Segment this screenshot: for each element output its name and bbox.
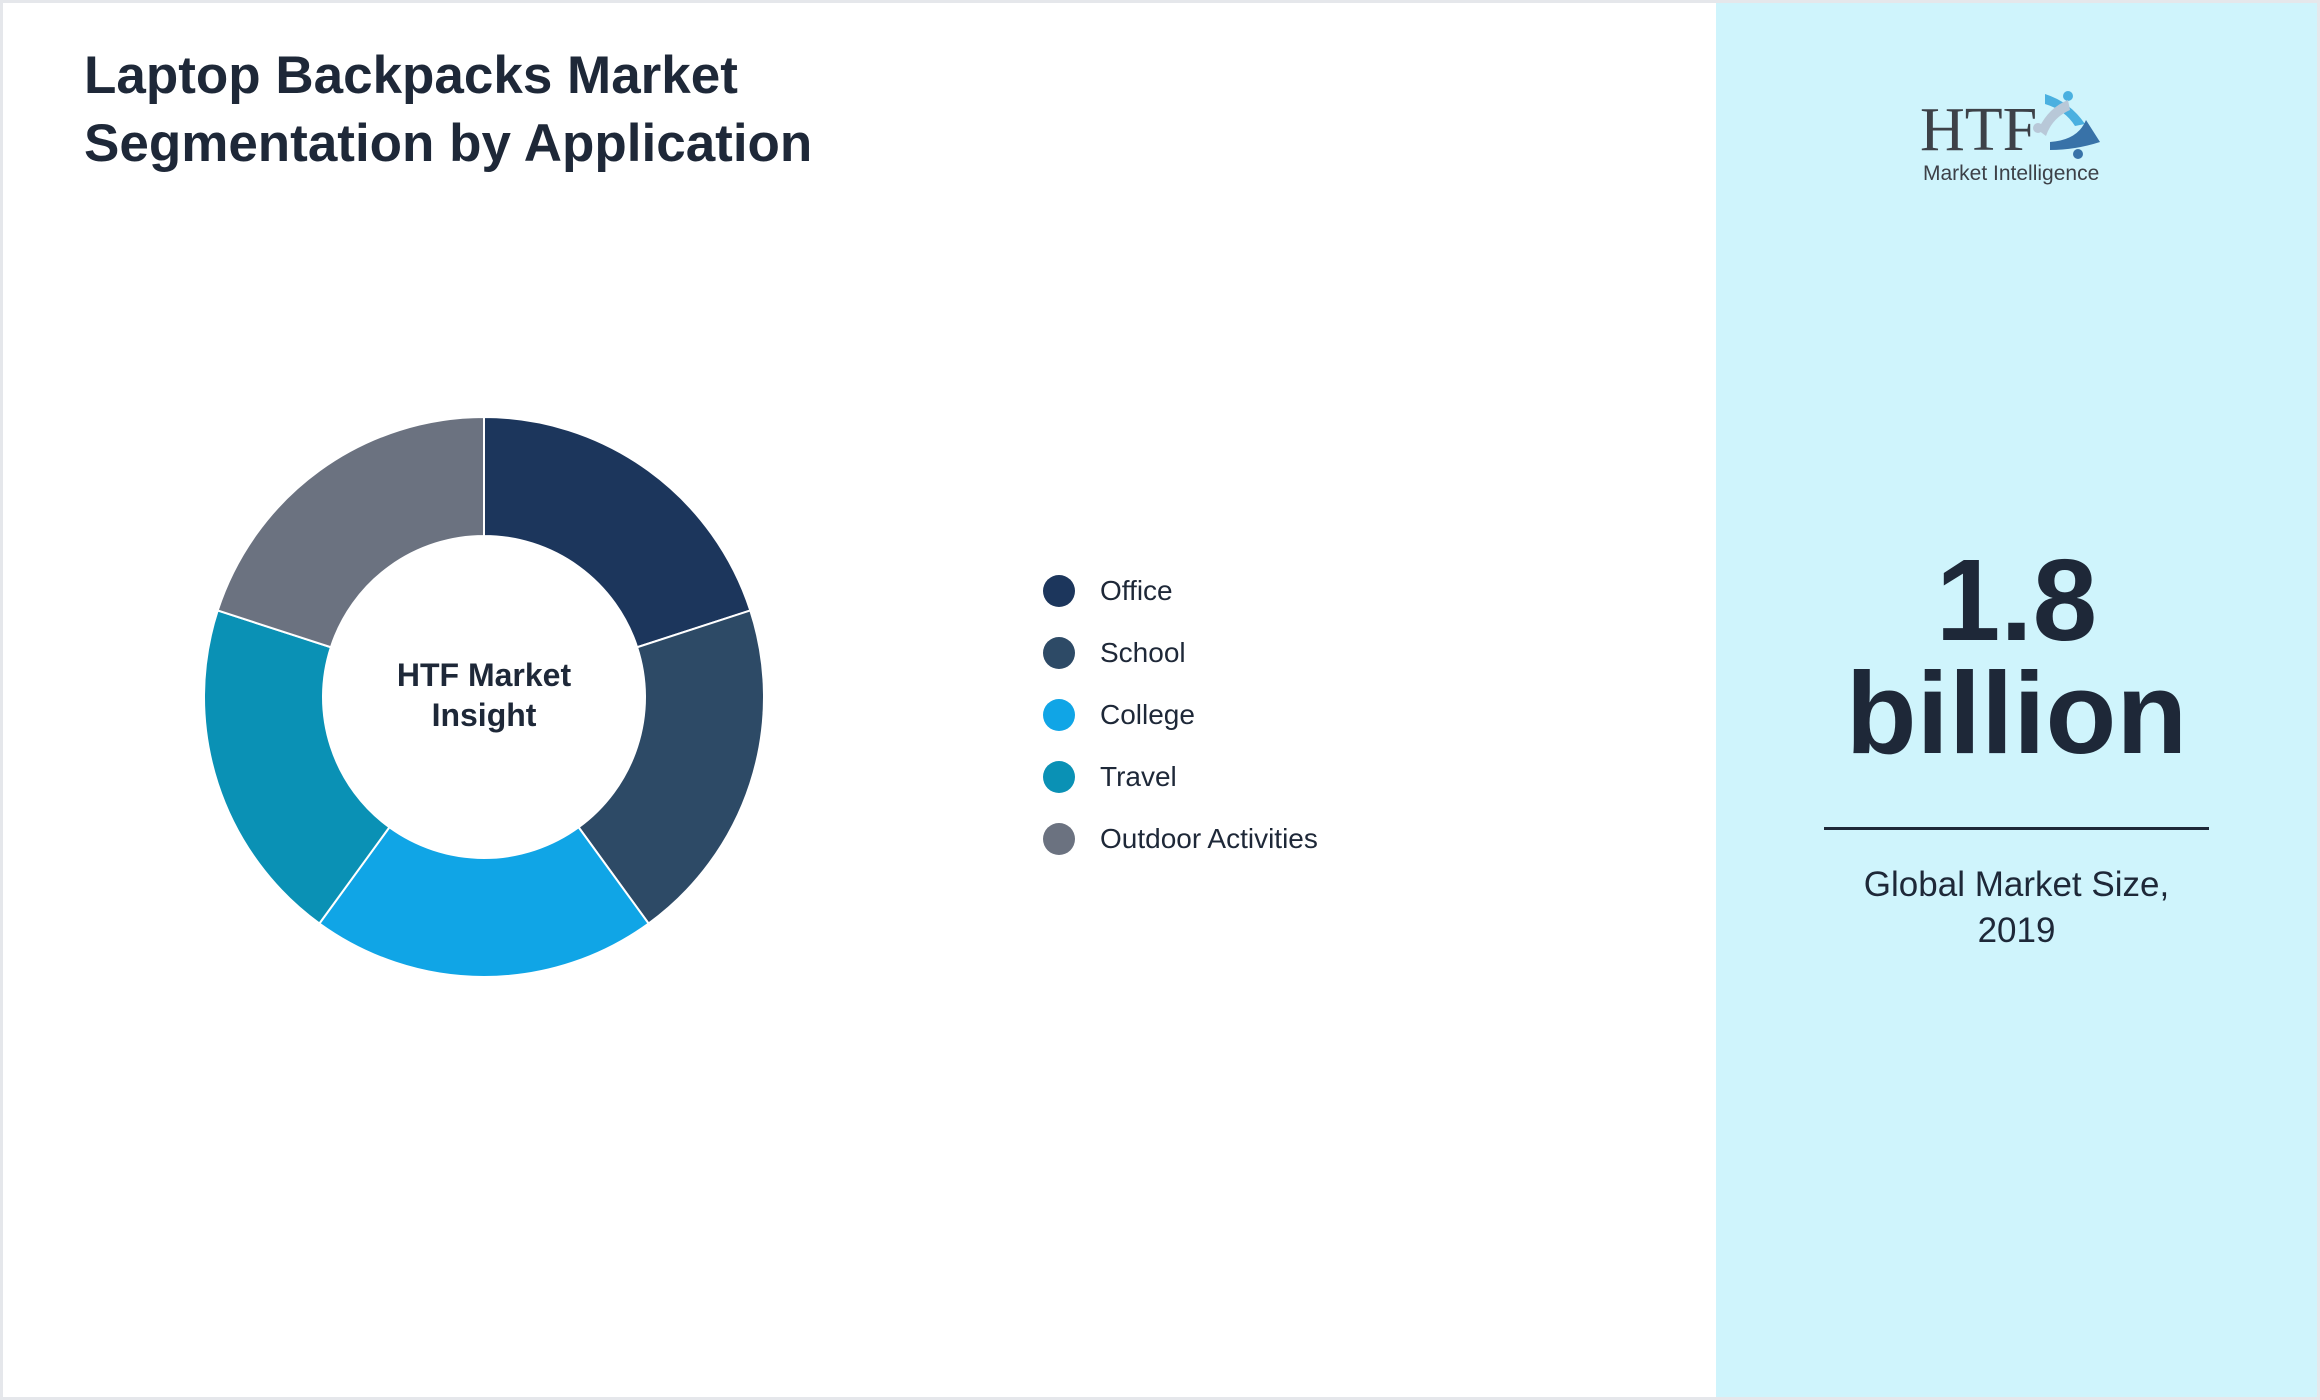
legend-item-college: College: [1043, 684, 1318, 746]
caption-line-2: 2019: [1977, 911, 2056, 950]
htf-logo: HTF Market Intelligence: [1920, 91, 2100, 185]
market-size-caption: Global Market Size, 2019: [1716, 862, 2317, 954]
market-size-unit: billion: [1845, 648, 2188, 778]
logo-text-htf: HTF: [1920, 96, 2037, 164]
divider: [1824, 827, 2209, 830]
legend-dot: [1043, 699, 1075, 731]
center-label-line-1: HTF Market: [396, 657, 572, 693]
legend-label: School: [1100, 637, 1186, 668]
center-label-line-2: Insight: [431, 697, 537, 733]
donut-chart: [203, 415, 765, 979]
donut-center-label: HTF Market Insight: [334, 655, 634, 735]
title-line-2: Segmentation by Application: [84, 114, 813, 173]
donut-slice-college: [318, 825, 650, 979]
legend-dot: [1043, 575, 1075, 607]
legend-dot: [1043, 761, 1075, 793]
caption-line-1: Global Market Size,: [1863, 865, 2170, 904]
legend-label: Office: [1100, 575, 1173, 606]
market-size-value: 1.8: [1935, 535, 2098, 665]
legend: Office School College Travel Outdoor Activit…: [1043, 560, 1318, 870]
legend-item-office: Office: [1043, 560, 1318, 622]
legend-label: College: [1100, 699, 1195, 730]
legend-dot: [1043, 637, 1075, 669]
title-line-1: Laptop Backpacks Market: [84, 46, 738, 105]
stat-panel: [1716, 3, 2317, 1397]
page-title: Laptop Backpacks Market Segmentation by …: [84, 42, 812, 178]
legend-item-school: School: [1043, 622, 1318, 684]
donut-slice-outdoor-activities: [216, 415, 485, 649]
logo-text-sub: Market Intelligence: [1923, 162, 2099, 185]
donut-slice-school: [577, 609, 765, 925]
legend-dot: [1043, 823, 1075, 855]
donut-slice-travel: [203, 609, 391, 925]
legend-item-travel: Travel: [1043, 746, 1318, 808]
logo-figure-3: [2050, 120, 2100, 150]
legend-label: Outdoor Activities: [1100, 823, 1318, 854]
logo-figure-2: [2038, 100, 2070, 136]
donut-slice-office: [483, 415, 752, 649]
legend-item-outdoor-activities: Outdoor Activities: [1043, 808, 1318, 870]
legend-label: Travel: [1100, 761, 1177, 792]
